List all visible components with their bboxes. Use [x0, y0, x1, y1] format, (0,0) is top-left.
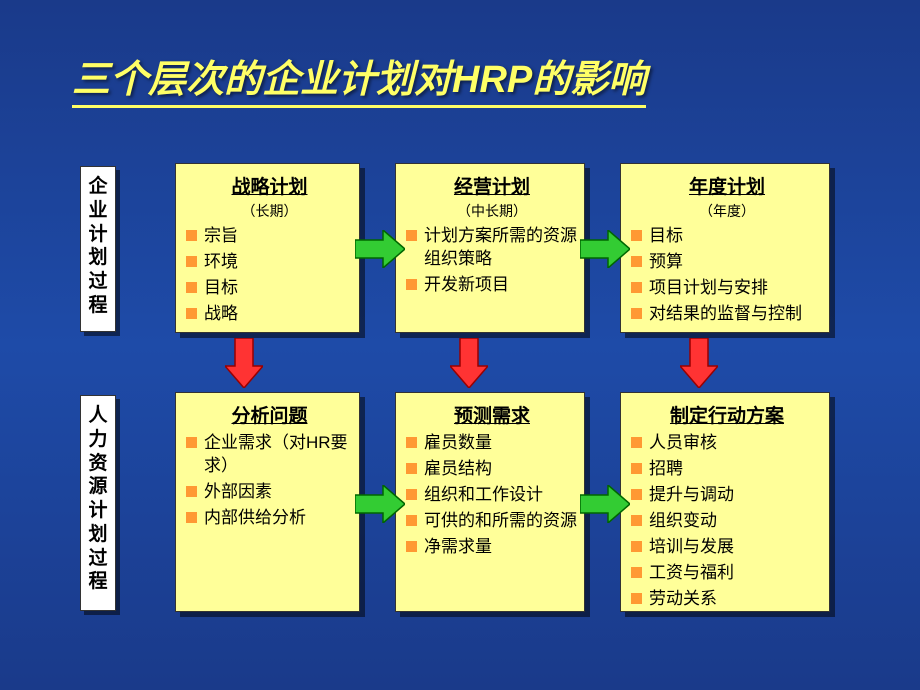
- arrow-right-icon: [580, 485, 630, 523]
- list-item: 雇员数量: [406, 432, 578, 455]
- row-label-text: 企业计划过程: [88, 176, 107, 316]
- box-annual: 年度计划 （年度） 目标 预算 项目计划与安排 对结果的监督与控制: [620, 163, 830, 333]
- list-item: 提升与调动: [631, 484, 823, 507]
- box-title: 经营计划: [406, 172, 578, 199]
- arrow-right-icon: [355, 230, 405, 268]
- list-item: 劳动关系: [631, 588, 823, 611]
- list-item: 计划方案所需的资源组织策略: [406, 225, 578, 271]
- list-item: 内部供给分析: [186, 507, 353, 530]
- arrow-right-icon: [580, 230, 630, 268]
- row-label-text: 人力资源计划过程: [88, 405, 107, 592]
- row-label-hr: 人力资源计划过程: [80, 395, 116, 611]
- box-title: 制定行动方案: [631, 401, 823, 428]
- arrow-down-icon: [450, 338, 488, 388]
- box-action: 制定行动方案 人员审核 招聘 提升与调动 组织变动 培训与发展 工资与福利 劳动…: [620, 392, 830, 612]
- list-item: 目标: [631, 225, 823, 248]
- list-item: 战略: [186, 303, 353, 326]
- list-item: 项目计划与安排: [631, 277, 823, 300]
- list-item: 预算: [631, 251, 823, 274]
- box-forecast: 预测需求 雇员数量 雇员结构 组织和工作设计 可供的和所需的资源 净需求量: [395, 392, 585, 612]
- list-item: 培训与发展: [631, 536, 823, 559]
- row-label-enterprise: 企业计划过程: [80, 166, 116, 332]
- box-title: 预测需求: [406, 401, 578, 428]
- list-item: 雇员结构: [406, 458, 578, 481]
- list-item: 组织和工作设计: [406, 484, 578, 507]
- list-item: 开发新项目: [406, 274, 578, 297]
- list-item: 对结果的监督与控制: [631, 303, 823, 326]
- list-item: 工资与福利: [631, 562, 823, 585]
- list-item: 净需求量: [406, 536, 578, 559]
- list-item: 环境: [186, 251, 353, 274]
- box-strategy: 战略计划 （长期） 宗旨 环境 目标 战略: [175, 163, 360, 333]
- list-item: 宗旨: [186, 225, 353, 248]
- list-item: 招聘: [631, 458, 823, 481]
- list-item: 外部因素: [186, 481, 353, 504]
- list-item: 目标: [186, 277, 353, 300]
- arrow-down-icon: [680, 338, 718, 388]
- list-item: 人员审核: [631, 432, 823, 455]
- list-item: 组织变动: [631, 510, 823, 533]
- box-subtitle: （年度）: [631, 201, 823, 221]
- box-operation: 经营计划 （中长期） 计划方案所需的资源组织策略 开发新项目: [395, 163, 585, 333]
- list-item: 可供的和所需的资源: [406, 510, 578, 533]
- box-title: 分析问题: [186, 401, 353, 428]
- page-title: 三个层次的企业计划对HRP的影响: [72, 48, 646, 108]
- list-item: 企业需求（对HR要求）: [186, 432, 353, 478]
- box-subtitle: （中长期）: [406, 201, 578, 221]
- box-title: 战略计划: [186, 172, 353, 199]
- arrow-right-icon: [355, 485, 405, 523]
- arrow-down-icon: [225, 338, 263, 388]
- box-title: 年度计划: [631, 172, 823, 199]
- box-subtitle: （长期）: [186, 201, 353, 221]
- box-analyze: 分析问题 企业需求（对HR要求） 外部因素 内部供给分析: [175, 392, 360, 612]
